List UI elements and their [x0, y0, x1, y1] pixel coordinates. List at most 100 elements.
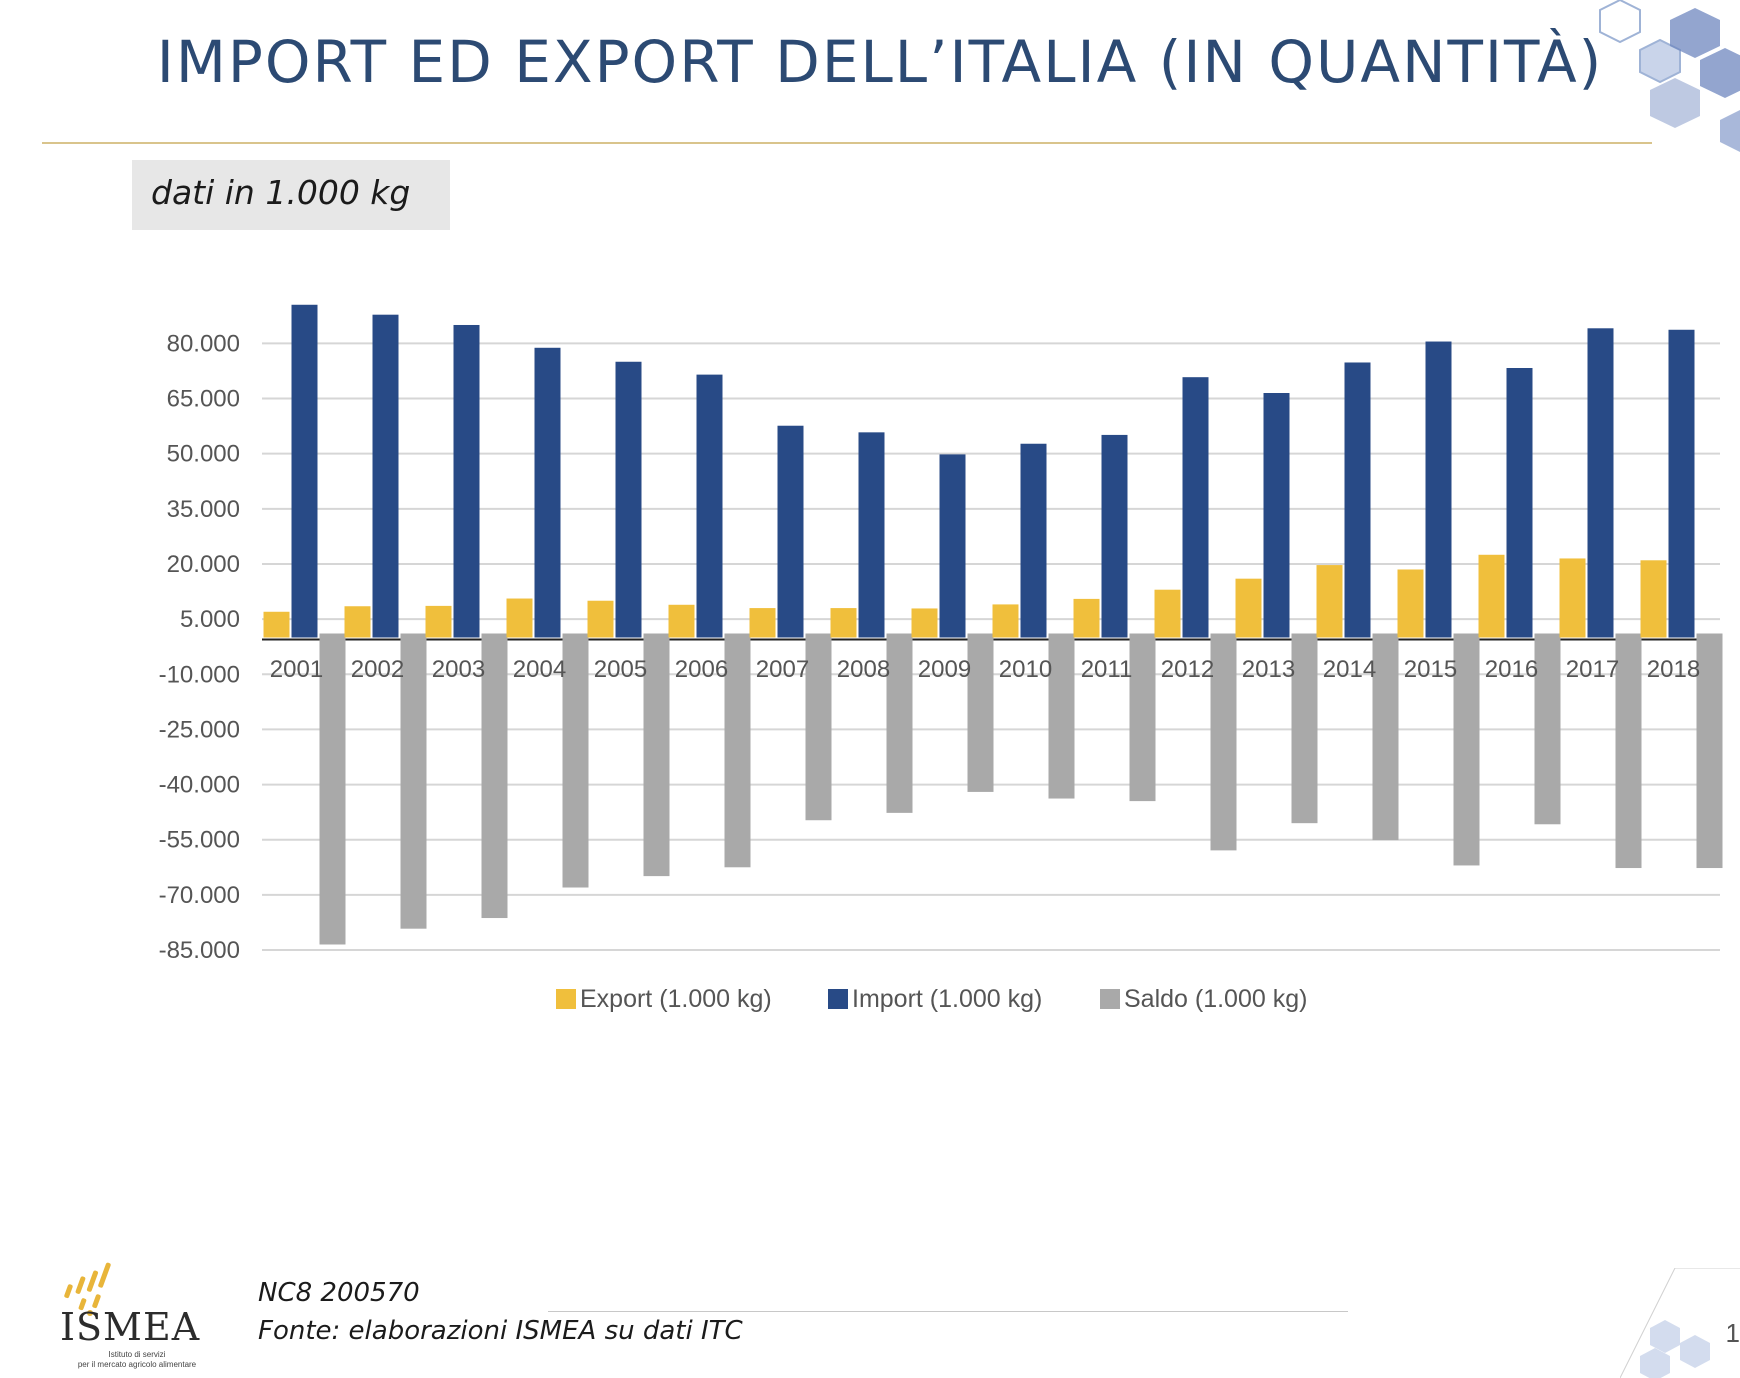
saldo-bar — [1696, 633, 1723, 869]
x-tick-label: 2011 — [1081, 656, 1133, 683]
y-tick-label: -40.000 — [159, 772, 240, 799]
import-bar — [1020, 443, 1047, 638]
export-bar — [830, 608, 857, 638]
page-number: 1 — [1725, 1318, 1740, 1348]
saldo-bar — [1372, 633, 1399, 841]
saldo-bar — [562, 633, 589, 888]
y-tick-label: -55.000 — [159, 827, 240, 854]
saldo-bar — [1129, 633, 1156, 802]
import-bar — [777, 425, 804, 638]
export-bar — [1559, 558, 1586, 638]
corner-decoration-icon — [1620, 1268, 1740, 1378]
x-tick-label: 2018 — [1647, 656, 1700, 683]
x-tick-label: 2009 — [918, 656, 971, 683]
y-tick-label: -85.000 — [159, 937, 240, 964]
import-bar — [372, 314, 399, 638]
y-tick-label: 5.000 — [180, 606, 240, 633]
y-tick-label: 65.000 — [167, 386, 240, 413]
export-bar — [344, 606, 371, 638]
export-bar — [1154, 589, 1181, 638]
legend-label: Import (1.000 kg) — [852, 985, 1042, 1013]
import-bar — [453, 324, 480, 638]
import-bar — [1182, 377, 1209, 638]
export-bar — [1073, 598, 1100, 638]
y-tick-label: 50.000 — [167, 441, 240, 468]
saldo-bar — [1534, 633, 1561, 825]
x-tick-label: 2013 — [1242, 656, 1295, 683]
title-divider — [42, 142, 1652, 144]
footer-divider — [548, 1311, 1348, 1312]
import-bar — [696, 374, 723, 638]
export-bar — [1478, 554, 1505, 638]
saldo-bar — [400, 633, 427, 929]
unit-note-box: dati in 1.000 kg — [132, 160, 450, 230]
import-bar — [858, 432, 885, 638]
x-tick-label: 2015 — [1404, 656, 1457, 683]
export-bar — [749, 608, 776, 638]
import-bar — [1506, 368, 1533, 638]
saldo-bar — [1048, 633, 1075, 799]
saldo-bar — [1210, 633, 1237, 851]
legend-swatch — [828, 989, 848, 1009]
y-tick-label: -25.000 — [159, 716, 240, 743]
y-tick-label: 20.000 — [167, 551, 240, 578]
y-tick-label: 35.000 — [167, 496, 240, 523]
export-bar — [1316, 565, 1343, 638]
import-bar — [534, 347, 561, 638]
saldo-bar — [1291, 633, 1318, 824]
import-bar — [1668, 329, 1695, 638]
x-tick-label: 2006 — [675, 656, 728, 683]
hexagon-decoration-icon — [1599, 0, 1740, 152]
saldo-bar — [724, 633, 751, 868]
source-note: Fonte: elaborazioni ISMEA su dati ITC — [258, 1316, 743, 1346]
x-tick-label: 2017 — [1566, 656, 1619, 683]
export-bar — [1397, 569, 1424, 638]
export-bar — [587, 600, 614, 638]
logo-tagline: Istituto di servizi per il mercato agric… — [77, 1350, 197, 1369]
export-bar — [668, 604, 695, 638]
saldo-bar — [1615, 633, 1642, 869]
import-bar — [291, 304, 318, 638]
import-bar — [939, 454, 966, 638]
x-tick-label: 2016 — [1485, 656, 1538, 683]
legend-swatch — [1100, 989, 1120, 1009]
y-tick-label: 80.000 — [167, 330, 240, 357]
export-bar — [911, 608, 938, 638]
import-bar — [1263, 393, 1290, 638]
x-tick-label: 2008 — [837, 656, 890, 683]
export-bar — [425, 605, 452, 638]
logo-wordmark: ISMEA — [60, 1305, 201, 1349]
import-export-chart: 80.000 65.000 50.000 35.000 20.000 5.000 -10.0… — [159, 304, 1723, 1013]
import-bar — [1101, 434, 1128, 638]
import-bar — [615, 361, 642, 638]
x-tick-label: 2012 — [1161, 656, 1214, 683]
x-tick-label: 2001 — [270, 656, 323, 683]
export-bar — [1235, 578, 1262, 638]
saldo-bar — [967, 633, 994, 792]
saldo-bar — [319, 633, 346, 945]
saldo-bar — [481, 633, 508, 919]
import-bar — [1425, 341, 1452, 638]
legend-swatch — [556, 989, 576, 1009]
x-tick-label: 2005 — [594, 656, 647, 683]
page-title: IMPORT ED EXPORT DELL’ITALIA (IN QUANTIT… — [156, 28, 1604, 96]
y-tick-label: -10.000 — [159, 661, 240, 688]
export-bar — [263, 611, 290, 638]
x-tick-label: 2003 — [432, 656, 485, 683]
saldo-bar — [805, 633, 832, 821]
export-bar — [1640, 560, 1667, 638]
saldo-bar — [643, 633, 670, 877]
export-bar — [992, 604, 1019, 638]
x-tick-label: 2014 — [1323, 656, 1376, 683]
saldo-bar — [886, 633, 913, 813]
ismea-logo-icon — [64, 1262, 111, 1316]
legend-label: Export (1.000 kg) — [580, 985, 772, 1013]
import-bar — [1587, 328, 1614, 638]
x-tick-label: 2002 — [351, 656, 404, 683]
y-tick-label: -70.000 — [159, 882, 240, 909]
legend-label: Saldo (1.000 kg) — [1124, 985, 1307, 1013]
unit-note: dati in 1.000 kg — [151, 173, 411, 212]
x-tick-label: 2004 — [513, 656, 566, 683]
export-bar — [506, 598, 533, 638]
product-code: NC8 200570 — [258, 1278, 420, 1308]
